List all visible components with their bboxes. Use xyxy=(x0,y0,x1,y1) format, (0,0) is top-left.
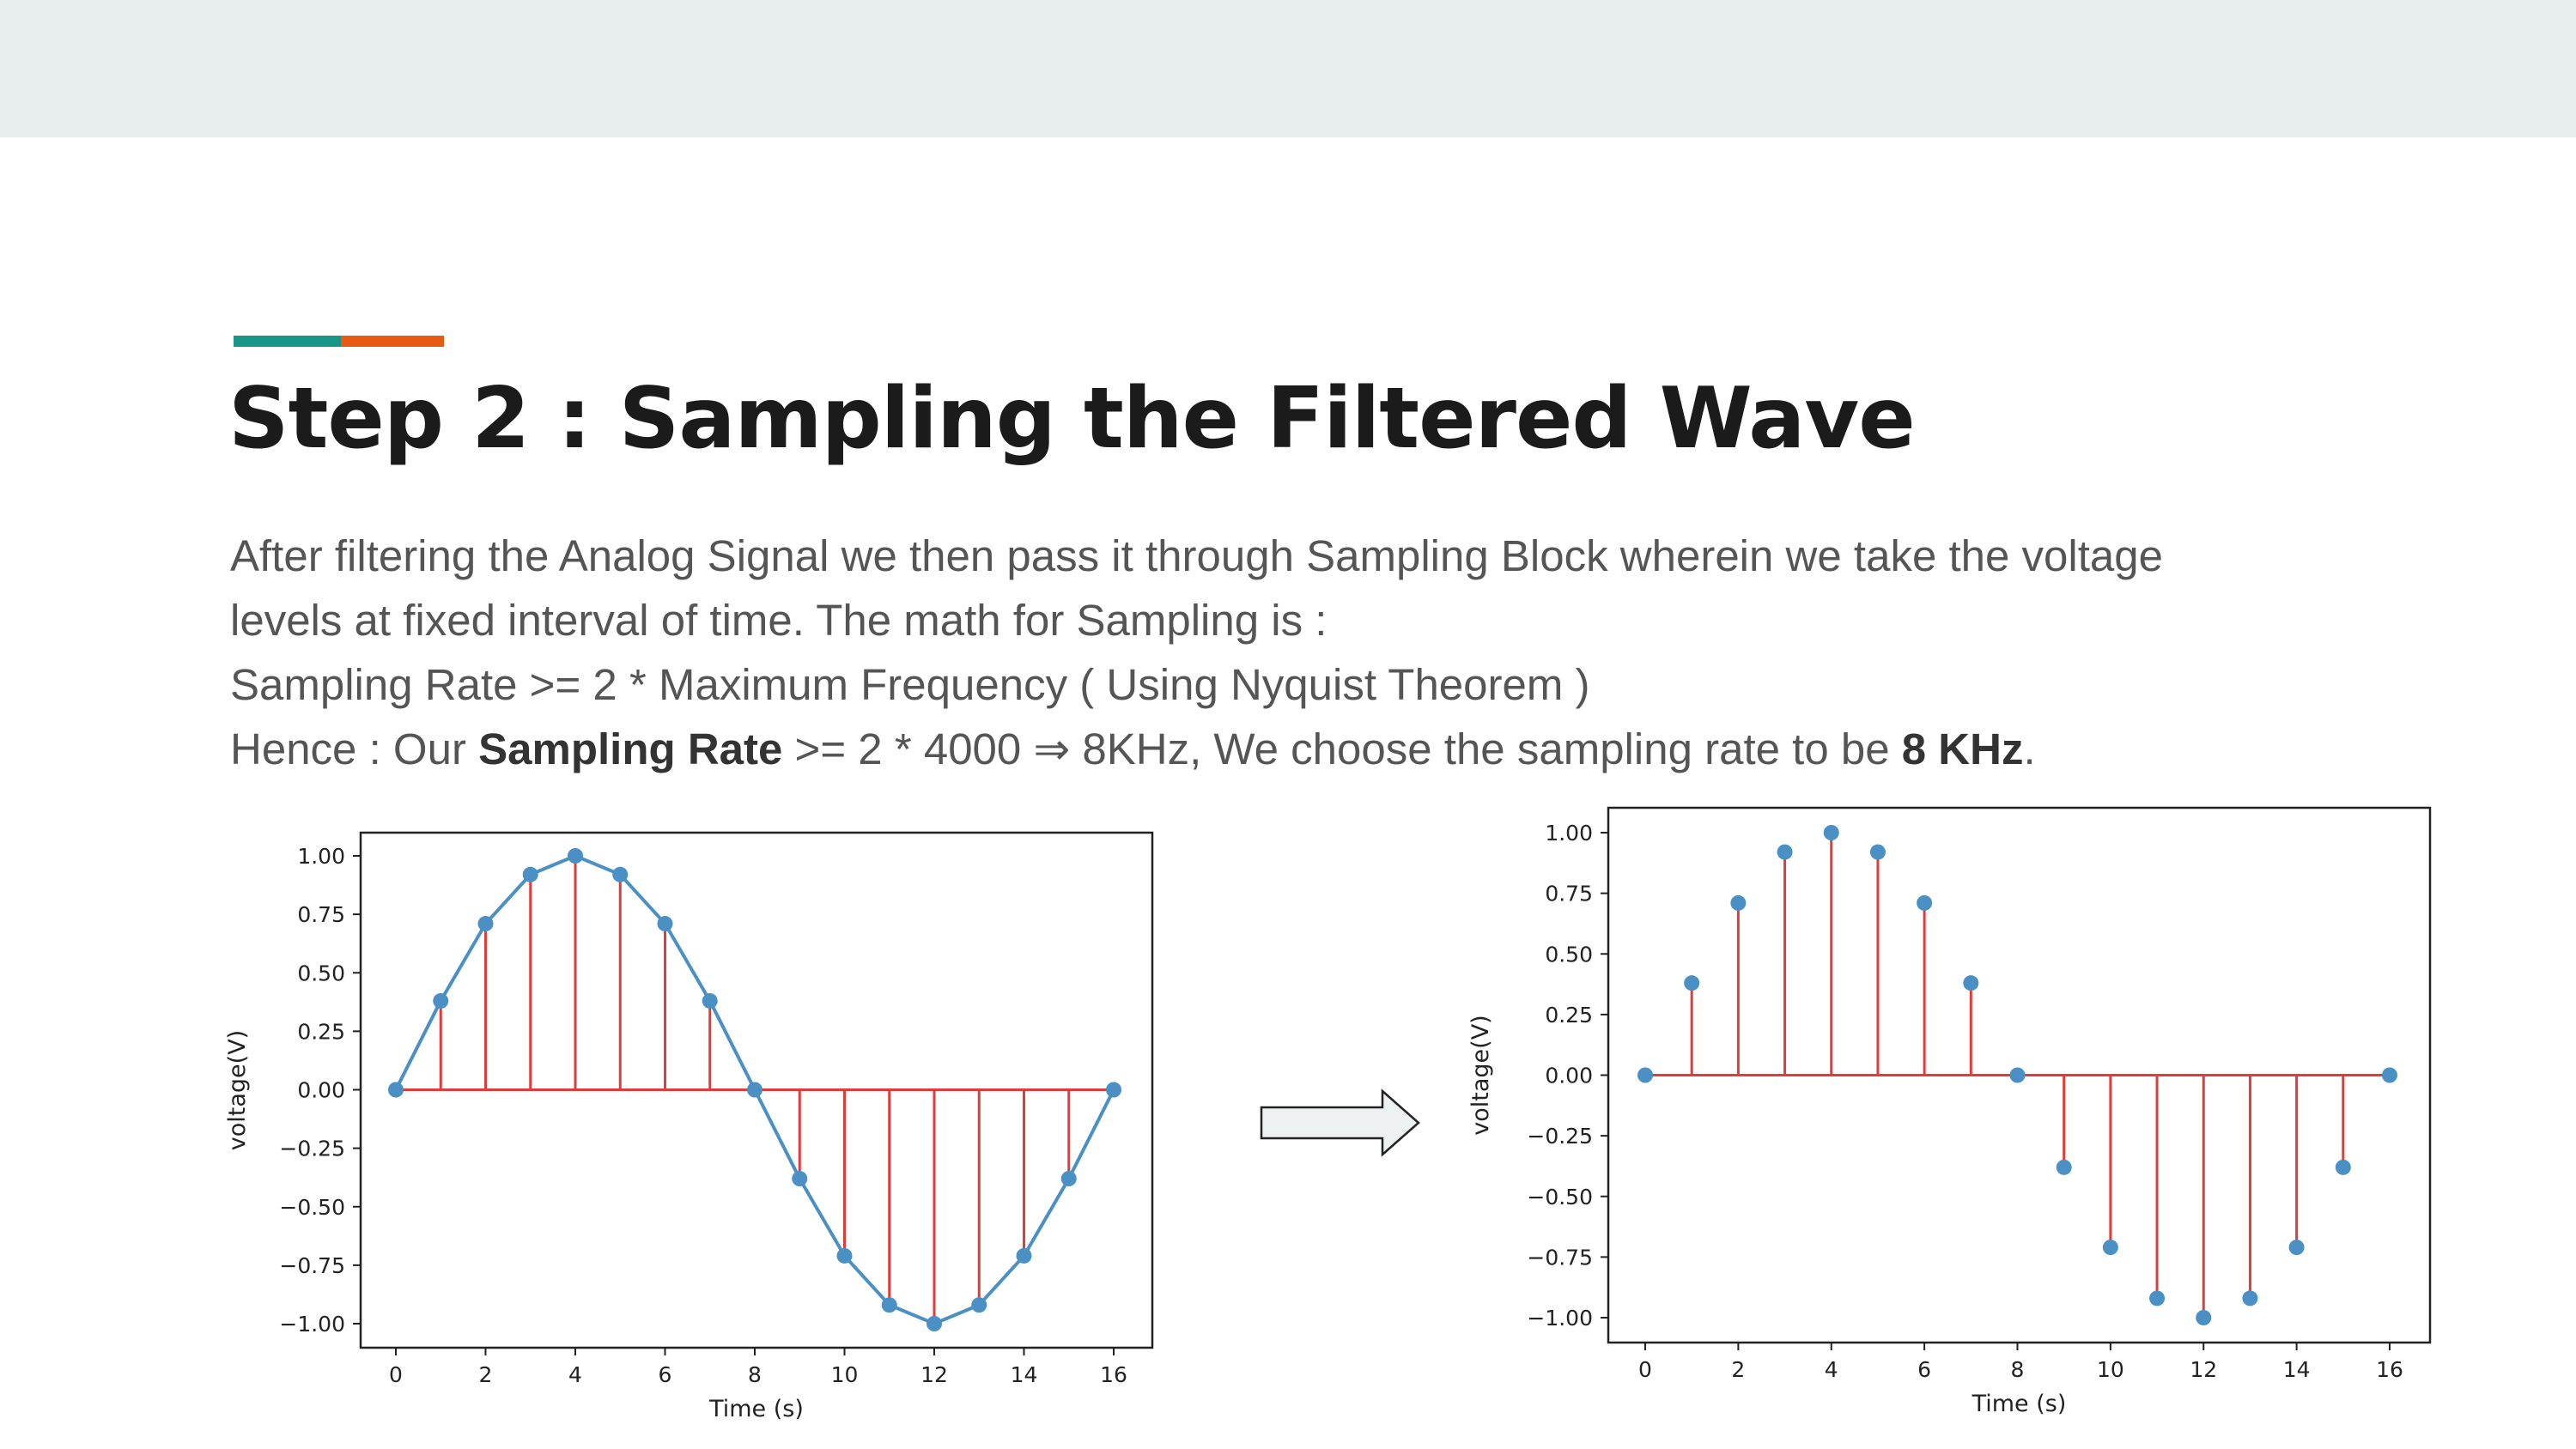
sample-point xyxy=(792,1171,808,1187)
sample-point xyxy=(433,992,449,1009)
x-axis-label: Time (s) xyxy=(1971,1391,2067,1417)
sample-point xyxy=(747,1082,762,1098)
sample-point xyxy=(1060,1171,1077,1187)
slide-title: Step 2 : Sampling the Filtered Wave xyxy=(228,370,1916,468)
sampling-rate-value: 8 KHz xyxy=(1901,724,2024,773)
y-axis-label: voltage(V) xyxy=(1467,1015,1494,1135)
y-tick-label: −0.25 xyxy=(279,1137,345,1161)
x-tick-label: 0 xyxy=(389,1362,403,1387)
sample-point xyxy=(2102,1240,2118,1256)
x-tick-label: 10 xyxy=(2097,1357,2124,1382)
slide-body: After filtering the Analog Signal we the… xyxy=(230,524,2549,781)
body-line-4-prefix: Hence : Our xyxy=(230,724,479,773)
sample-point xyxy=(2335,1159,2351,1175)
y-tick-label: 0.00 xyxy=(1545,1064,1593,1088)
y-tick-label: 0.75 xyxy=(297,902,345,927)
x-tick-label: 8 xyxy=(2011,1357,2025,1382)
top-band xyxy=(0,0,2576,137)
x-tick-label: 16 xyxy=(2376,1357,2403,1382)
sample-point xyxy=(1917,894,1933,911)
y-tick-label: −0.25 xyxy=(1527,1124,1593,1149)
sample-point xyxy=(2242,1290,2258,1307)
y-axis-label: voltage(V) xyxy=(224,1030,251,1150)
x-tick-label: 14 xyxy=(2283,1357,2311,1382)
sample-point xyxy=(1637,1067,1653,1083)
sample-point xyxy=(657,916,673,932)
y-tick-label: 0.50 xyxy=(297,961,345,985)
sample-point xyxy=(2288,1240,2305,1256)
sample-point xyxy=(2382,1067,2397,1083)
sample-point xyxy=(1684,975,1700,991)
y-tick-label: 0.50 xyxy=(1545,942,1593,967)
y-tick-label: 1.00 xyxy=(1545,821,1593,846)
body-line-1: After filtering the Analog Signal we the… xyxy=(230,531,2163,580)
sample-point xyxy=(881,1297,897,1313)
title-accent-orange xyxy=(341,336,444,347)
y-tick-label: −0.75 xyxy=(279,1253,345,1278)
sample-point xyxy=(971,1297,987,1313)
y-tick-label: −0.75 xyxy=(1527,1245,1593,1270)
sample-point xyxy=(1016,1247,1032,1264)
y-tick-label: −1.00 xyxy=(279,1312,345,1337)
x-axis-label: Time (s) xyxy=(708,1396,804,1422)
x-tick-label: 0 xyxy=(1638,1357,1652,1382)
x-tick-label: 16 xyxy=(1100,1362,1127,1387)
right-arrow-icon xyxy=(1260,1088,1420,1157)
sample-point xyxy=(2009,1067,2026,1083)
body-line-4: Hence : Our Sampling Rate >= 2 * 4000 ⇒ … xyxy=(230,717,2549,781)
x-tick-label: 2 xyxy=(479,1362,493,1387)
sample-point xyxy=(388,1082,404,1098)
body-line-2: levels at fixed interval of time. The ma… xyxy=(230,596,1327,645)
sample-point xyxy=(836,1247,853,1264)
sample-point xyxy=(2149,1290,2166,1307)
sample-point xyxy=(1823,825,1839,840)
x-tick-label: 6 xyxy=(1917,1357,1931,1382)
y-tick-label: 0.00 xyxy=(297,1078,345,1103)
sample-point xyxy=(702,992,718,1009)
y-tick-label: 0.25 xyxy=(1545,1003,1593,1028)
sample-point xyxy=(522,866,538,882)
y-tick-label: 0.75 xyxy=(1545,882,1593,906)
sampling-rate-term: Sampling Rate xyxy=(478,724,783,773)
x-tick-label: 10 xyxy=(831,1362,859,1387)
x-tick-label: 8 xyxy=(748,1362,762,1387)
sample-point xyxy=(1777,844,1793,860)
x-tick-label: 14 xyxy=(1011,1362,1038,1387)
body-line-3: Sampling Rate >= 2 * Maximum Frequency (… xyxy=(230,660,1590,709)
y-tick-label: 1.00 xyxy=(297,844,345,869)
x-tick-label: 12 xyxy=(920,1362,948,1387)
y-tick-label: −0.50 xyxy=(279,1195,345,1220)
sample-point xyxy=(2196,1310,2212,1325)
sample-point xyxy=(612,866,629,882)
body-line-4-mid: >= 2 * 4000 ⇒ 8KHz, We choose the sampli… xyxy=(782,724,1902,773)
sample-point xyxy=(927,1316,942,1331)
x-tick-label: 12 xyxy=(2190,1357,2217,1382)
y-tick-label: 0.25 xyxy=(297,1019,345,1044)
sample-point xyxy=(1869,844,1886,860)
x-tick-label: 4 xyxy=(568,1362,582,1387)
sample-point xyxy=(1730,894,1747,911)
x-tick-label: 2 xyxy=(1731,1357,1745,1382)
sample-point xyxy=(568,848,583,864)
sample-point xyxy=(2056,1159,2072,1175)
title-accent-teal xyxy=(234,336,341,347)
sample-point xyxy=(477,916,494,932)
sample-point xyxy=(1106,1082,1121,1098)
x-tick-label: 6 xyxy=(659,1362,672,1387)
y-tick-label: −1.00 xyxy=(1527,1306,1593,1331)
sample-point xyxy=(1963,975,1979,991)
body-line-4-suffix: . xyxy=(2023,724,2036,773)
x-tick-label: 4 xyxy=(1825,1357,1838,1382)
y-tick-label: −0.50 xyxy=(1527,1185,1593,1210)
